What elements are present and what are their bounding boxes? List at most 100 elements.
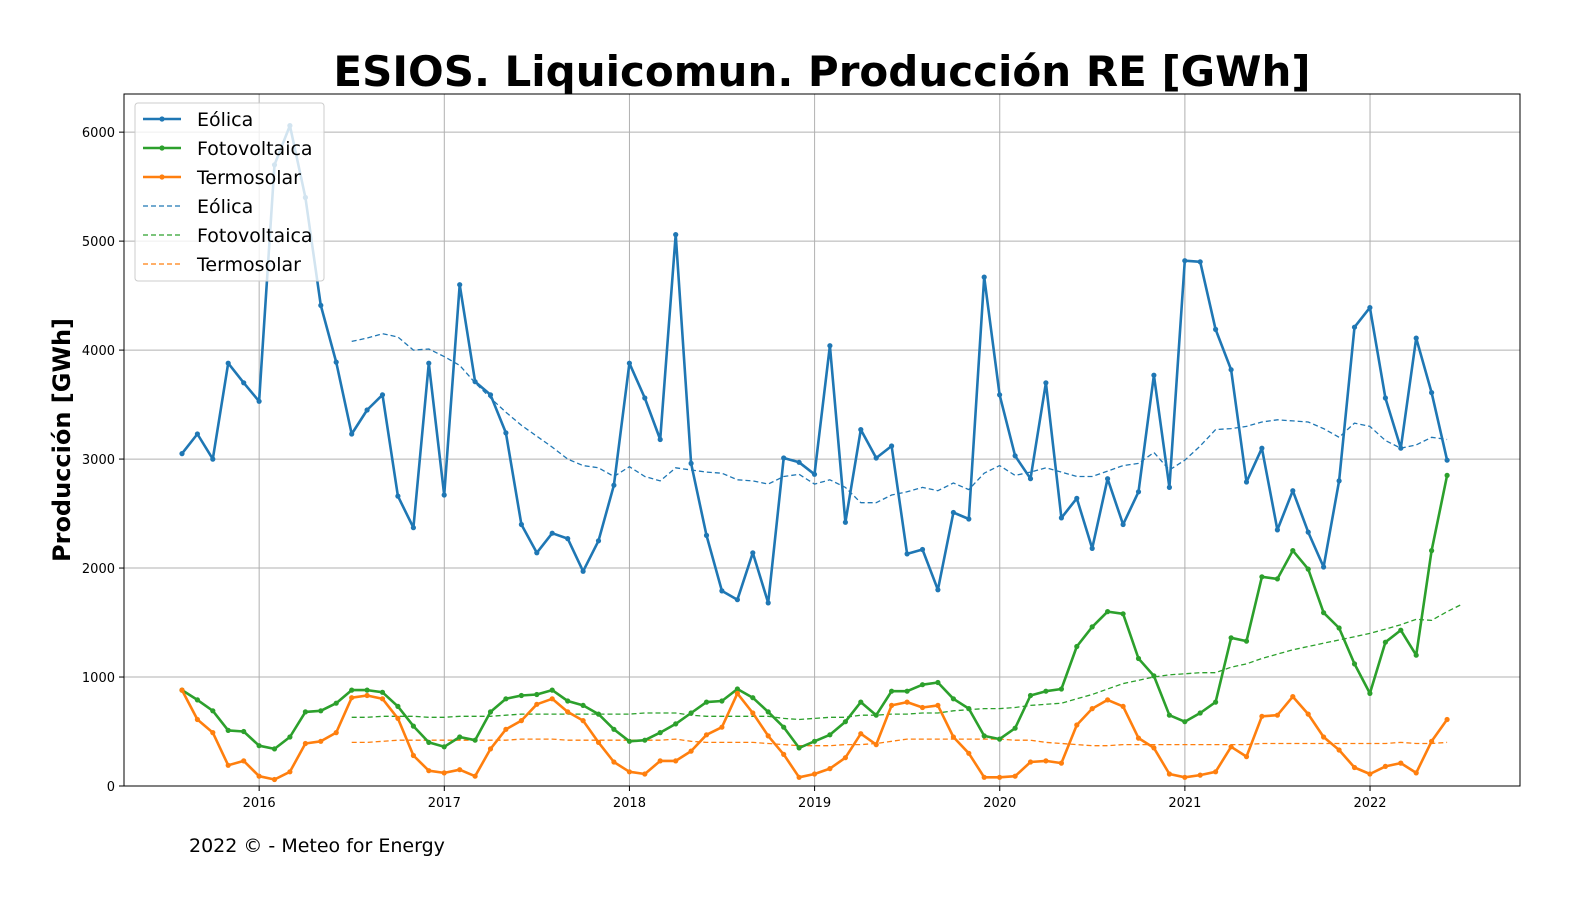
data-point: [1135, 655, 1142, 662]
data-point: [241, 758, 247, 764]
data-point: [1259, 713, 1265, 719]
data-point: [1012, 725, 1018, 731]
data-point: [1413, 770, 1419, 776]
data-point: [595, 538, 602, 544]
data-point: [256, 398, 262, 404]
legend-label: Termosolar: [196, 254, 301, 276]
series-line: [351, 738, 1448, 747]
data-point: [194, 697, 200, 703]
data-point: [750, 695, 756, 701]
data-point: [1228, 635, 1234, 641]
y-tick-label: 1000: [82, 671, 115, 686]
data-point: [1290, 694, 1296, 700]
data-point: [950, 734, 957, 740]
legend-marker: [159, 116, 165, 122]
data-point: [981, 274, 987, 280]
data-point: [379, 392, 386, 398]
data-point: [1305, 711, 1311, 717]
data-point: [781, 455, 787, 461]
data-point: [1274, 527, 1280, 533]
data-point: [1120, 703, 1126, 710]
data-point: [1135, 489, 1142, 495]
data-point: [611, 726, 617, 732]
data-point: [1336, 625, 1342, 631]
data-point: [1413, 335, 1419, 341]
data-point: [657, 758, 663, 764]
data-point: [565, 709, 571, 715]
data-point: [472, 773, 478, 779]
data-point: [1058, 515, 1064, 521]
x-tick-label: 2021: [1168, 796, 1201, 811]
x-tick-label: 2017: [428, 796, 461, 811]
data-point: [1074, 643, 1080, 650]
data-point: [580, 718, 586, 724]
data-point: [1398, 445, 1404, 451]
data-point: [1105, 697, 1111, 703]
y-tick-label: 3000: [82, 453, 115, 468]
data-point: [1074, 495, 1080, 501]
x-tick-label: 2016: [243, 796, 276, 811]
data-point: [703, 699, 710, 705]
data-point: [796, 459, 802, 465]
data-point: [1351, 324, 1358, 330]
data-point: [426, 768, 432, 774]
data-point: [842, 519, 849, 525]
data-point: [534, 691, 540, 698]
data-point: [441, 492, 447, 498]
data-point: [364, 687, 370, 693]
data-point: [534, 550, 540, 556]
data-point: [549, 696, 555, 702]
legend-label: Fotovoltaica: [197, 138, 313, 160]
data-point: [410, 723, 416, 729]
data-point: [271, 746, 278, 752]
data-point: [287, 734, 293, 740]
data-point: [1228, 367, 1234, 373]
data-point: [364, 692, 370, 699]
data-point: [1305, 566, 1311, 572]
data-point: [981, 733, 987, 739]
series-solid-0: [179, 123, 1450, 606]
data-point: [241, 728, 247, 735]
data-point: [796, 745, 802, 751]
data-point: [225, 727, 231, 734]
data-point: [981, 774, 987, 780]
data-point: [441, 770, 447, 776]
data-point: [734, 597, 741, 603]
x-tick-label: 2020: [983, 796, 1016, 811]
data-point: [1367, 771, 1373, 777]
data-point: [1413, 652, 1419, 658]
data-point: [1336, 478, 1342, 484]
data-point: [1351, 764, 1358, 771]
data-point: [935, 702, 941, 709]
data-point: [441, 744, 447, 750]
data-point: [1043, 758, 1049, 764]
data-point: [719, 724, 725, 730]
data-point: [1058, 686, 1064, 692]
data-point: [595, 711, 602, 717]
data-point: [457, 734, 463, 740]
data-point: [827, 766, 833, 772]
data-point: [472, 737, 478, 743]
data-point: [904, 551, 910, 557]
data-point: [534, 701, 540, 707]
data-point: [1151, 673, 1157, 679]
legend-box: [134, 102, 325, 282]
y-tick-label: 4000: [82, 344, 115, 359]
data-point: [1027, 476, 1034, 482]
data-point: [1151, 745, 1157, 751]
data-point: [966, 706, 972, 712]
data-point: [997, 736, 1003, 742]
data-point: [318, 302, 324, 308]
data-point: [1151, 372, 1157, 378]
data-point: [827, 343, 833, 349]
data-point: [518, 521, 525, 528]
data-point: [487, 709, 494, 715]
data-point: [395, 715, 401, 722]
data-point: [487, 392, 494, 398]
data-point: [302, 740, 308, 747]
data-point: [750, 550, 756, 556]
data-point: [781, 751, 787, 758]
data-point: [1243, 479, 1250, 485]
legend-marker: [159, 174, 165, 180]
data-point: [657, 730, 663, 736]
